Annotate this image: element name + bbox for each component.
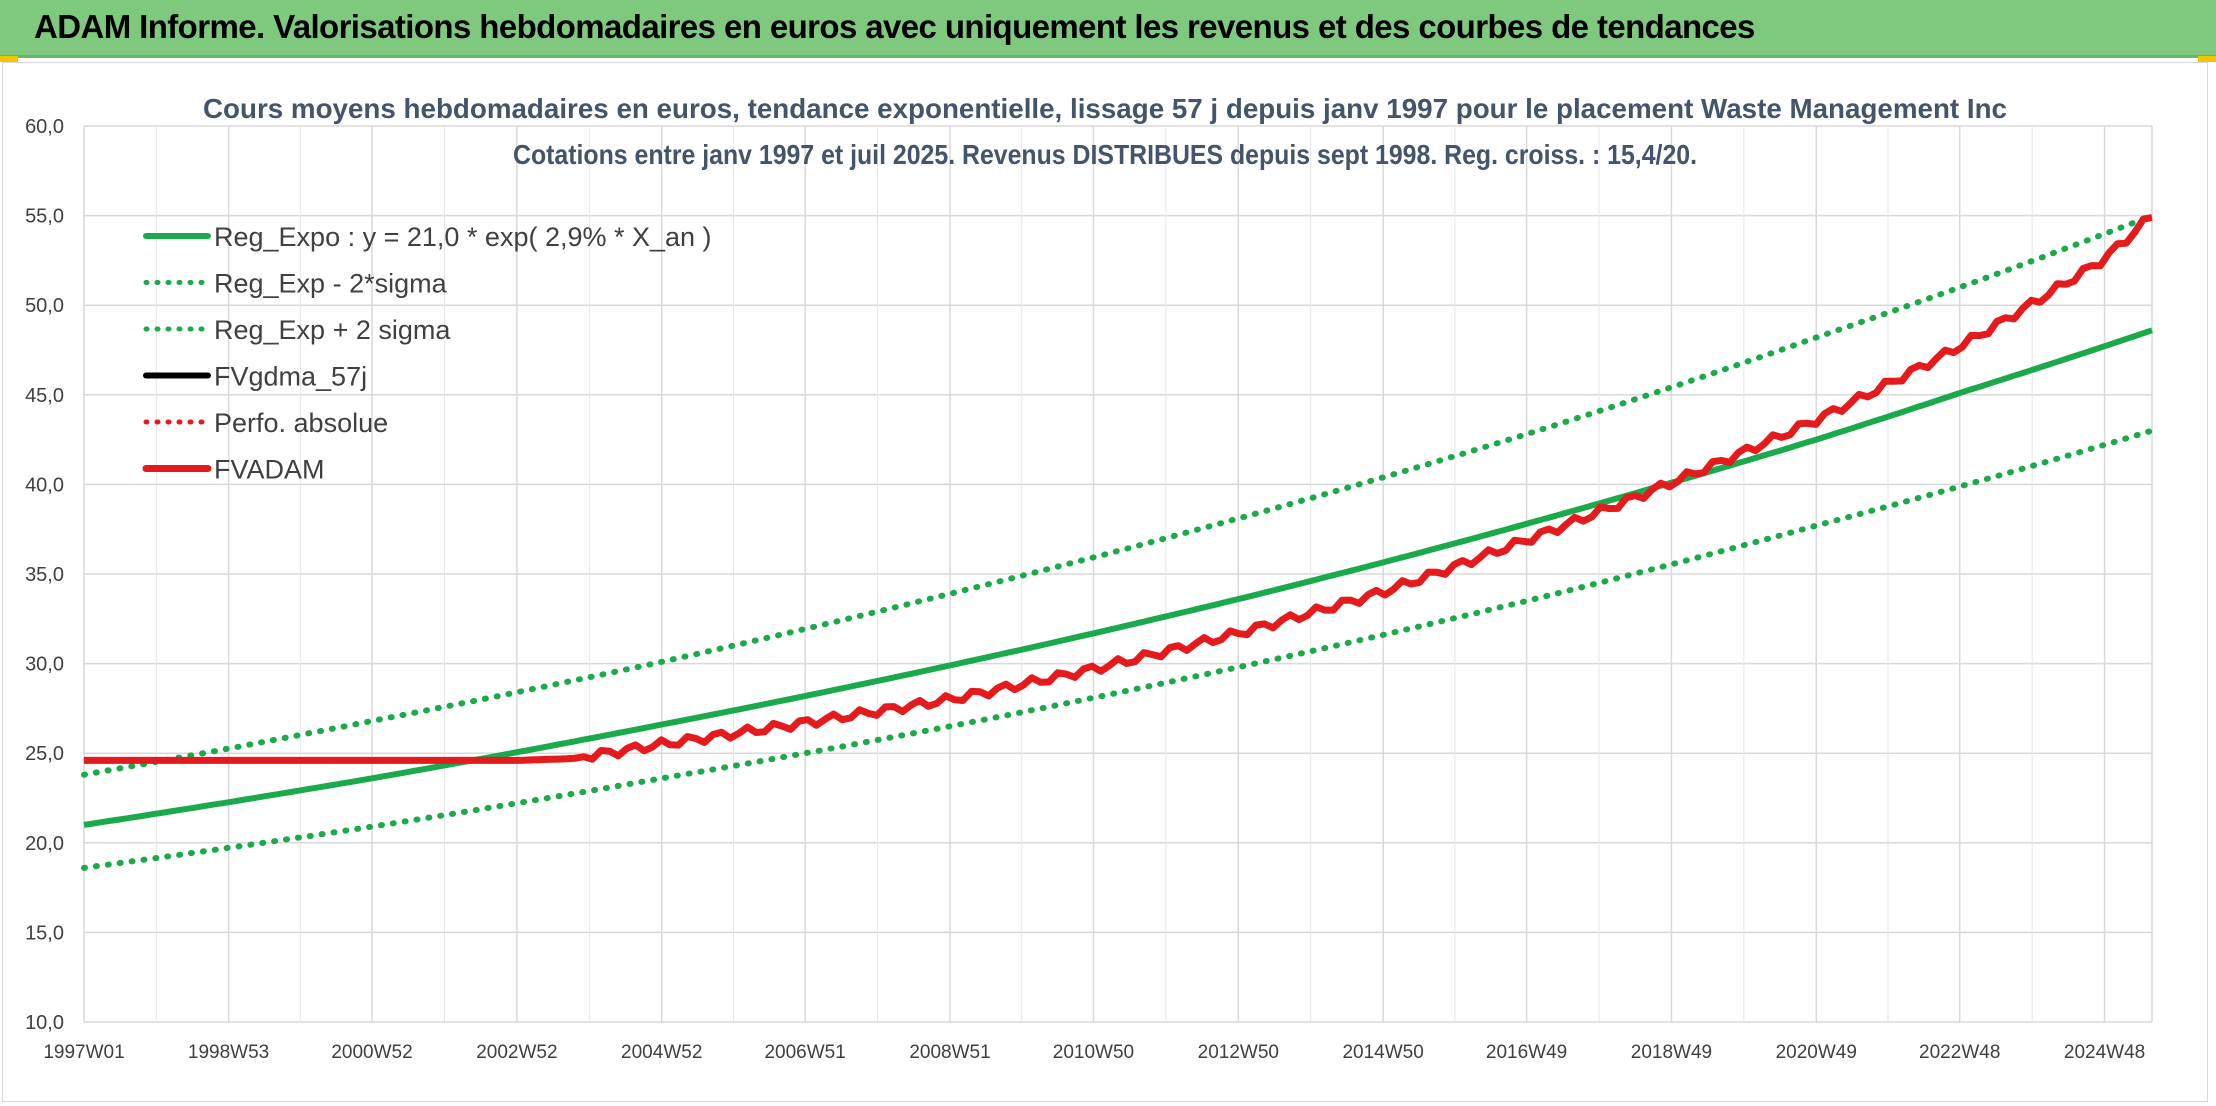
y-tick-label: 45,0 (25, 385, 64, 407)
x-tick-label: 2002W52 (476, 1042, 557, 1063)
y-tick-label: 25,0 (25, 743, 64, 765)
series-reg_expo (83, 327, 2153, 828)
chart-title: Cours moyens hebdomadaires en euros, ten… (203, 93, 2007, 124)
y-tick-label: 15,0 (25, 922, 64, 944)
x-tick-label: 2024W48 (2064, 1042, 2145, 1063)
x-tick-label: 2020W49 (1776, 1042, 1857, 1063)
y-tick-label: 35,0 (25, 564, 64, 586)
series-reg_exp (81, 427, 2155, 871)
y-tick-label: 50,0 (25, 295, 64, 317)
x-tick-label: 2004W52 (621, 1042, 702, 1063)
axis-labels: 10,0 15,0 20,0 25,0 30,0 35,0 40,0 45,0 50,0 55,0… (25, 116, 2145, 1063)
legend-label: FVADAM (214, 455, 325, 485)
x-tick-label: 2000W52 (331, 1042, 412, 1063)
report-title: ADAM Informe. Valorisations hebdomadaire… (34, 8, 1755, 45)
x-tick-label: 2014W50 (1342, 1042, 1423, 1063)
y-tick-label: 10,0 (25, 1012, 64, 1034)
legend: Reg_Expo : y = 21,0 * exp( 2,9% * X_an )… (142, 222, 712, 485)
legend-label: Perfo. absolue (214, 408, 388, 438)
corner-marker (0, 56, 18, 62)
chart-subtitle: Cotations entre janv 1997 et juil 2025. … (513, 139, 1697, 170)
y-tick-label: 60,0 (25, 116, 64, 138)
x-tick-label: 2016W49 (1486, 1042, 1567, 1063)
x-tick-label: 1997W01 (43, 1042, 124, 1063)
legend-label: Reg_Exp + 2 sigma (214, 315, 451, 345)
x-tick-label: 1998W53 (188, 1042, 269, 1063)
x-tick-label: 2018W49 (1631, 1042, 1712, 1063)
series-reg_exp (81, 212, 2155, 778)
gridlines (83, 125, 2153, 1023)
x-tick-label: 2006W51 (764, 1042, 845, 1063)
legend-label: Reg_Expo : y = 21,0 * exp( 2,9% * X_an ) (214, 222, 712, 252)
report-banner: ADAM Informe. Valorisations hebdomadaire… (0, 0, 2216, 58)
y-tick-label: 30,0 (25, 654, 64, 676)
legend-label: FVgdma_57j (214, 362, 367, 392)
y-tick-label: 20,0 (25, 833, 64, 855)
chart-frame (2, 62, 2208, 1102)
series-layer (81, 212, 2155, 871)
x-tick-label: 2008W51 (909, 1042, 990, 1063)
series-fvadam (84, 214, 2153, 764)
corner-marker (2198, 56, 2216, 62)
y-tick-label: 55,0 (25, 206, 64, 228)
y-tick-label: 40,0 (25, 474, 64, 496)
legend-label: Reg_Exp - 2*sigma (214, 269, 448, 299)
x-tick-label: 2012W50 (1198, 1042, 1279, 1063)
x-tick-label: 2022W48 (1919, 1042, 2000, 1063)
x-tick-label: 2010W50 (1053, 1042, 1134, 1063)
